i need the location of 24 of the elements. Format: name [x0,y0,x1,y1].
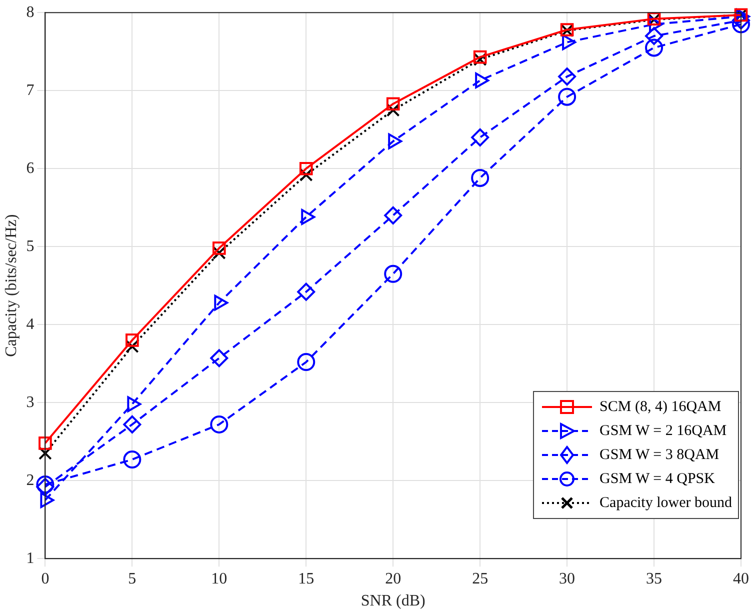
x-tick-label: 30 [559,570,576,588]
x-tick-label: 40 [733,570,749,588]
x-axis-title: SNR (dB) [360,592,426,610]
legend-label: SCM (8, 4) 16QAM [600,398,722,416]
x-tick-label: 25 [472,570,488,588]
legend-label: GSM W = 4 QPSK [600,470,715,488]
x-tick-label: 5 [128,570,136,588]
x-tick-label: 10 [211,570,228,588]
x-tick-label: 35 [646,570,662,588]
y-tick-label: 4 [26,316,34,333]
x-tick-label: 15 [298,570,314,588]
y-tick-label: 2 [26,472,34,489]
legend-label: GSM W = 2 16QAM [600,422,727,440]
y-tick-label: 5 [26,238,34,255]
y-axis-title: Capacity (bits/sec/Hz) [2,214,20,357]
y-tick-label: 1 [26,550,34,567]
legend-label: Capacity lower bound [600,494,732,512]
y-tick-label: 8 [26,4,34,21]
y-tick-label: 6 [26,160,34,177]
x-tick-label: 20 [385,570,402,588]
x-tick-label: 0 [41,570,50,588]
y-tick-label: 7 [26,82,34,99]
y-tick-label: 3 [26,394,34,411]
legend-label: GSM W = 3 8QAM [600,446,720,464]
